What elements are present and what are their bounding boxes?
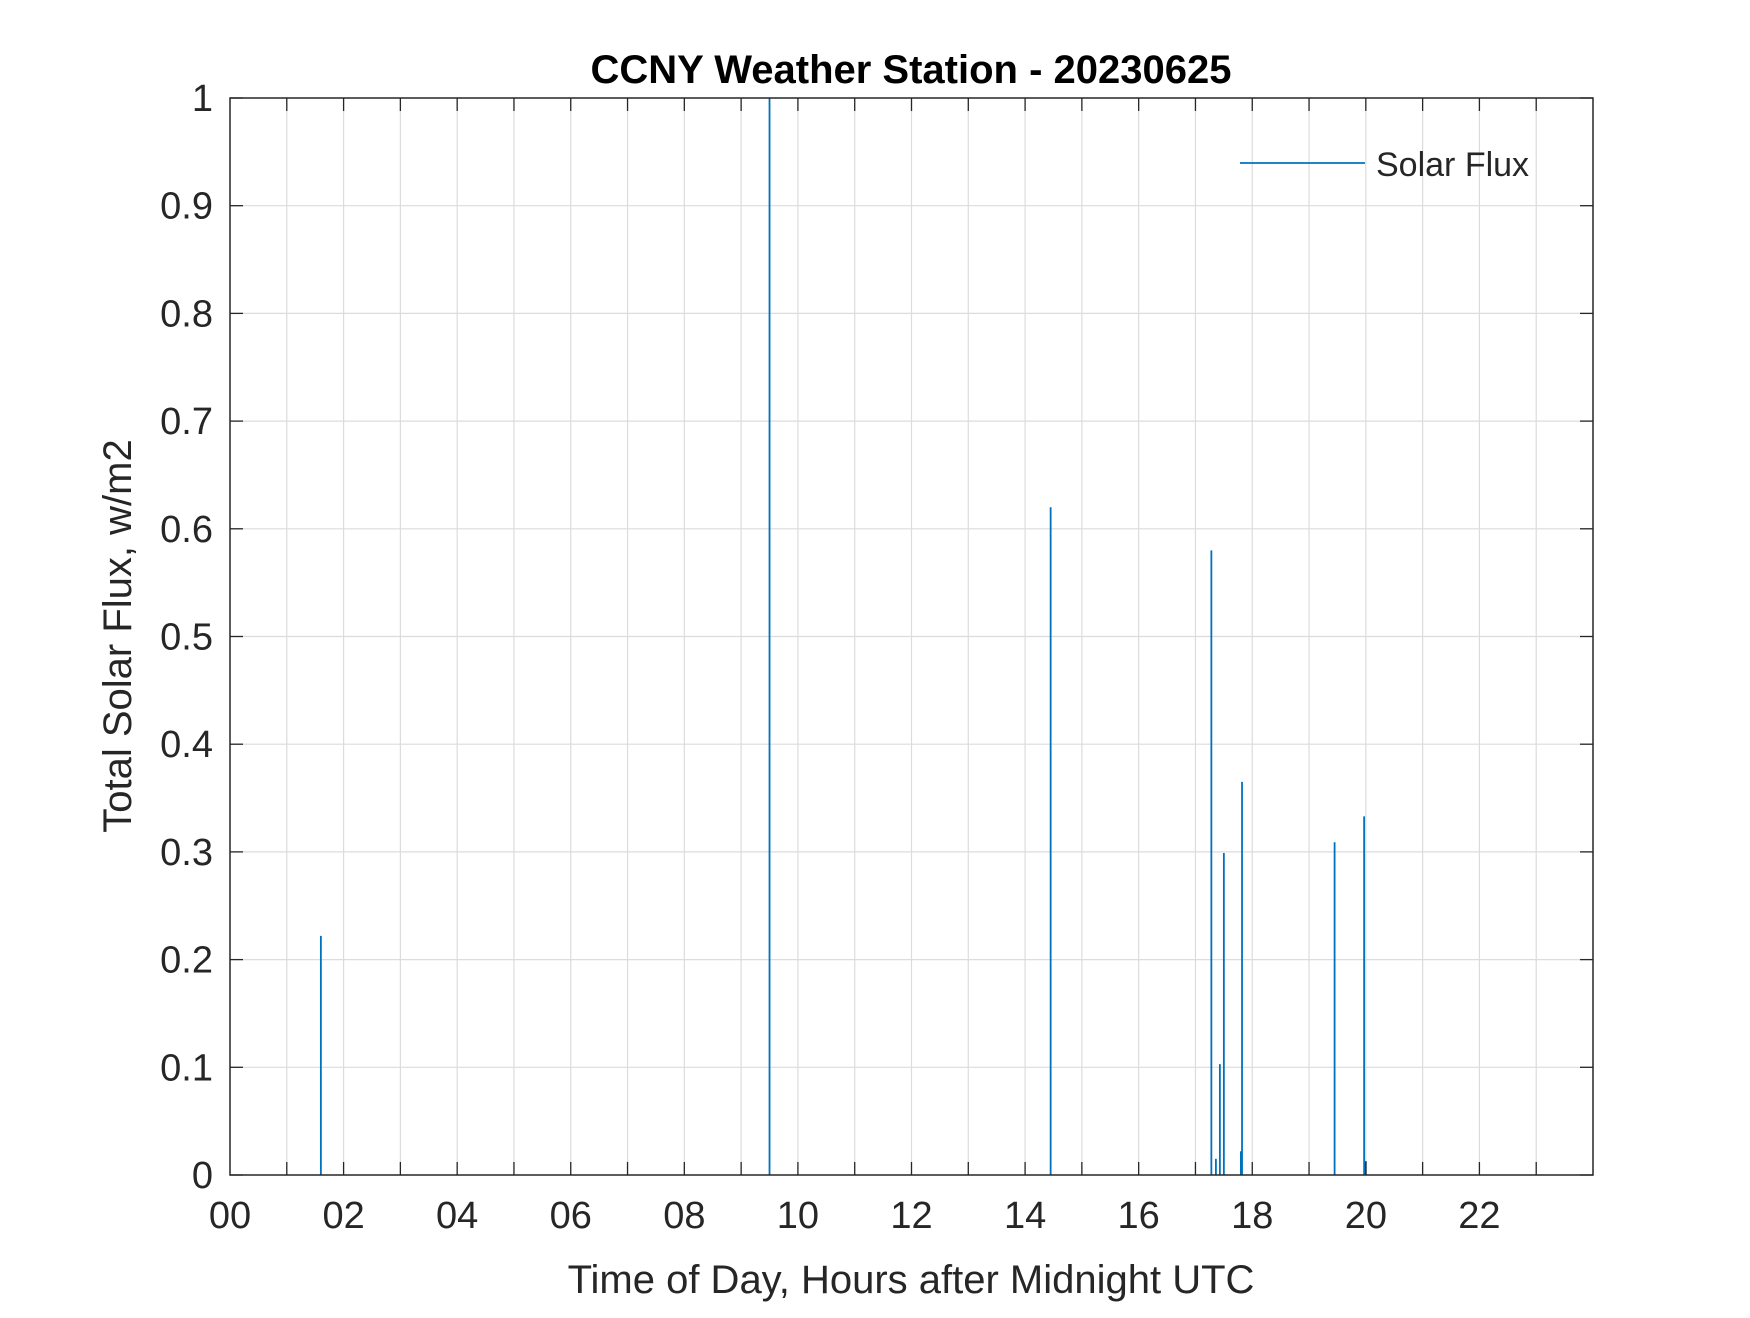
- x-tick-label: 08: [663, 1195, 705, 1237]
- y-tick-label: 0: [192, 1155, 213, 1197]
- x-tick-label: 12: [890, 1195, 932, 1237]
- x-tick-label: 14: [1004, 1195, 1046, 1237]
- x-tick-label: 20: [1345, 1195, 1387, 1237]
- chart-title: CCNY Weather Station - 20230625: [591, 48, 1232, 92]
- x-tick-labels: 00 02 04 06 08 10 12 14 16 18 20 22: [209, 1195, 1501, 1237]
- x-tick-label: 18: [1231, 1195, 1273, 1237]
- y-tick-label: 0.1: [160, 1047, 213, 1089]
- grid: [230, 98, 1593, 1175]
- x-tick-label: 06: [550, 1195, 592, 1237]
- y-tick-label: 0.6: [160, 509, 213, 551]
- x-tick-label: 02: [322, 1195, 364, 1237]
- y-tick-label: 0.5: [160, 617, 213, 659]
- y-tick-label: 0.7: [160, 401, 213, 443]
- x-tick-label: 22: [1458, 1195, 1500, 1237]
- y-tick-label: 0.3: [160, 832, 213, 874]
- y-tick-label: 0.9: [160, 186, 213, 228]
- y-tick-label: 0.2: [160, 940, 213, 982]
- x-tick-label: 00: [209, 1195, 251, 1237]
- y-tick-labels: 0 0.1 0.2 0.3 0.4 0.5 0.6 0.7 0.8 0.9 1: [160, 78, 213, 1197]
- x-tick-label: 10: [777, 1195, 819, 1237]
- axis-ticks: [230, 97, 1593, 1176]
- y-tick-label: 0.8: [160, 293, 213, 335]
- y-axis-label: Total Solar Flux, w/m2: [96, 439, 140, 832]
- x-tick-label: 04: [436, 1195, 478, 1237]
- series-solar-flux: [319, 98, 1367, 1175]
- y-tick-label: 1: [192, 78, 213, 120]
- legend: Solar Flux: [1240, 146, 1529, 184]
- legend-label-solar-flux: Solar Flux: [1376, 146, 1529, 184]
- y-tick-label: 0.4: [160, 724, 213, 766]
- x-tick-label: 16: [1118, 1195, 1160, 1237]
- x-axis-label: Time of Day, Hours after Midnight UTC: [568, 1258, 1255, 1302]
